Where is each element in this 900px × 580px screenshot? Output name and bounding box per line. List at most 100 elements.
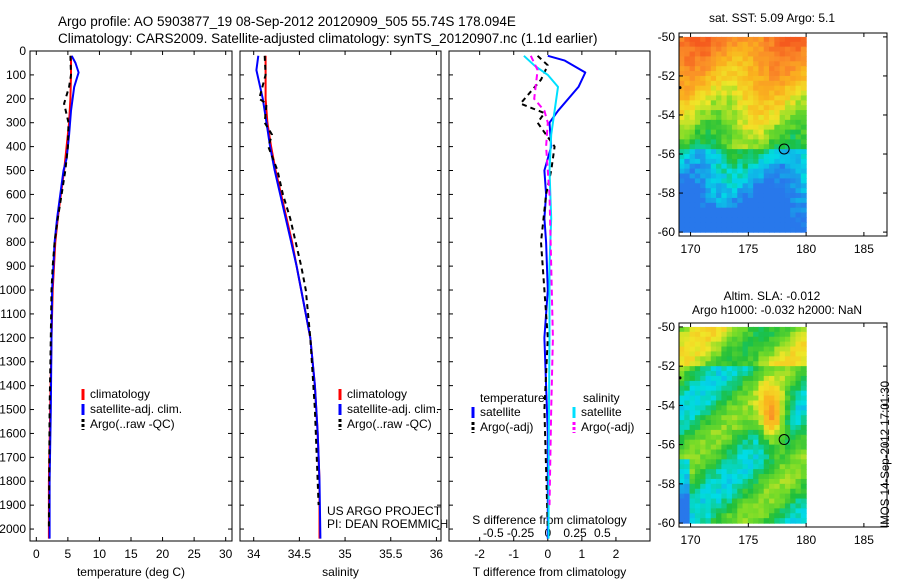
sst-cell [721, 168, 728, 175]
sst-cell [679, 124, 685, 131]
sst-cell [758, 90, 765, 97]
sla-cell [716, 336, 722, 343]
sst-cell [700, 158, 707, 165]
sst-cell [779, 217, 786, 223]
sla-cell [763, 508, 770, 514]
sla-cell [758, 361, 765, 367]
sla-cell [784, 395, 791, 402]
sst-cell [742, 114, 749, 121]
sla-cell [689, 371, 696, 377]
sst-cell [684, 134, 691, 140]
sla-cell [684, 513, 691, 519]
sla-cell [774, 474, 781, 480]
sst-cell [800, 212, 807, 219]
sst-cell [769, 41, 775, 48]
sla-cell [700, 483, 707, 490]
sla-cell [679, 400, 685, 406]
sst-cell [800, 134, 807, 140]
sla-cell [737, 434, 744, 441]
sst-cell [694, 46, 701, 53]
sst-cell [705, 149, 712, 155]
sst-cell [694, 41, 701, 48]
sla-cell [742, 513, 749, 519]
sst-cell [700, 95, 707, 101]
sst-cell [731, 105, 738, 111]
sla-cell [769, 390, 775, 397]
sst-cell [790, 95, 797, 101]
sla-cell [710, 449, 717, 456]
sst-cell [731, 178, 738, 184]
sst-cell [731, 207, 738, 214]
sst-cell [742, 71, 749, 77]
sst-cell [705, 114, 712, 121]
sst-cell [679, 217, 685, 223]
sla-cell [679, 444, 685, 451]
sst-cell [769, 188, 775, 194]
project-annotation: US ARGO PROJECT [327, 504, 442, 518]
sst-cell [705, 227, 712, 233]
sla-cell [679, 503, 685, 509]
sla-cell [753, 508, 760, 514]
sst-cell [774, 114, 781, 121]
sst-cell [726, 80, 733, 87]
sla-cell [779, 474, 786, 480]
sst-cell [694, 129, 701, 136]
sst-cell [700, 222, 707, 228]
sst-cell [795, 100, 802, 106]
sst-cell [710, 202, 717, 209]
sla-cell [800, 488, 807, 495]
sst-cell [795, 183, 802, 189]
depth-tick-label: 1600 [0, 426, 26, 440]
sla-cell [705, 518, 712, 524]
sst-cell [795, 202, 802, 209]
sla-cell [763, 420, 770, 426]
sla-cell [726, 493, 733, 500]
sla-cell [769, 478, 775, 485]
difference-series-s-argo-adj- [529, 55, 554, 506]
sla-cell [763, 474, 770, 480]
sst-cell [753, 114, 760, 121]
sla-cell [795, 415, 802, 421]
sla-cell [705, 390, 712, 397]
sst-cell [769, 36, 775, 43]
sst-cell [726, 41, 733, 48]
sla-cell [737, 346, 744, 353]
sst-cell [684, 80, 691, 87]
sst-cell [779, 61, 786, 67]
sla-cell [684, 385, 691, 392]
sst-cell [731, 202, 738, 209]
sst-cell [737, 178, 744, 184]
sst-cell [758, 212, 765, 219]
sst-cell [684, 61, 691, 67]
sla-cell [800, 425, 807, 431]
sst-cell [763, 51, 770, 58]
sst-cell [800, 197, 807, 204]
sla-cell [758, 518, 765, 524]
sla-cell [716, 405, 722, 411]
sla-cell [705, 331, 712, 338]
sst-cell [710, 110, 717, 116]
sla-cell [753, 361, 760, 367]
sla-cell [705, 469, 712, 475]
sst-cell [705, 202, 712, 209]
sst-cell [716, 124, 722, 131]
sla-cell [747, 469, 754, 475]
sla-cell [721, 503, 728, 509]
sst-cell [700, 114, 707, 121]
sst-cell [694, 173, 701, 180]
sla-cell [726, 454, 733, 460]
sla-cell [790, 429, 797, 436]
sla-cell [737, 326, 744, 333]
sla-cell [795, 444, 802, 451]
sla-cell [784, 375, 791, 382]
sst-cell [747, 154, 754, 160]
sla-cell [721, 346, 728, 353]
sst-cell [721, 51, 728, 58]
sst-cell [774, 105, 781, 111]
sst-cell [763, 158, 770, 165]
sla-cell [763, 375, 770, 382]
sla-cell [710, 371, 717, 377]
sla-cell [716, 361, 722, 367]
sla-cell [784, 331, 791, 338]
sst-cell [742, 183, 749, 189]
